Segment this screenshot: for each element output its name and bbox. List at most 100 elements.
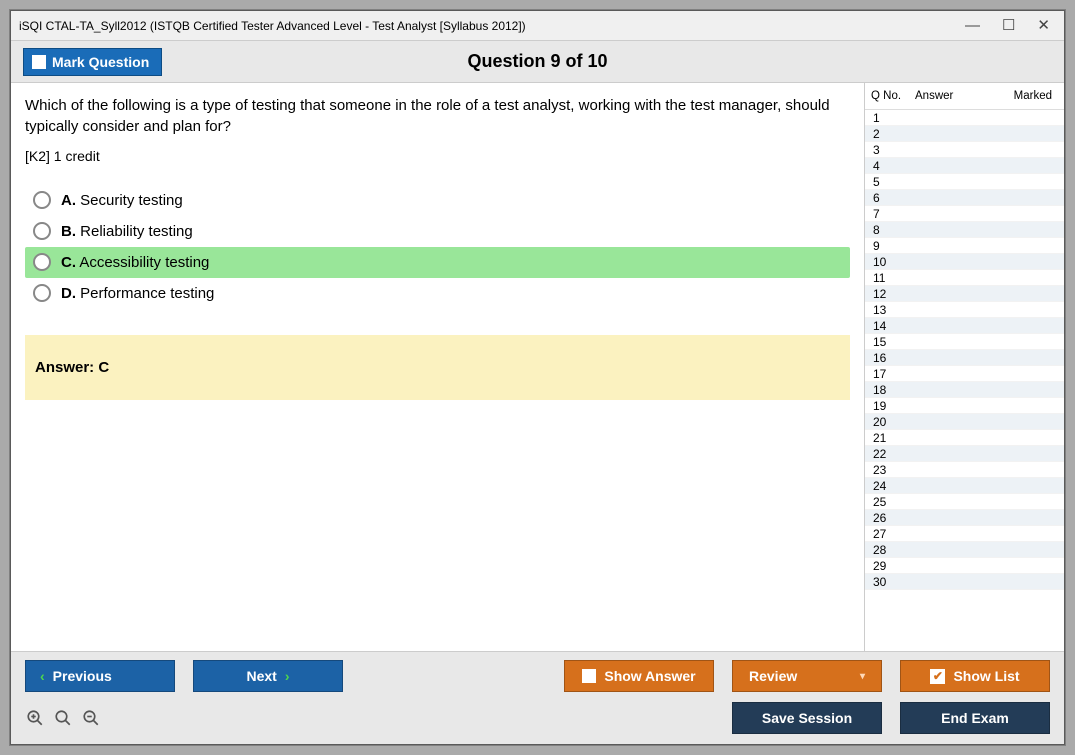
option-label: A. Security testing [61,190,183,211]
nav-row[interactable]: 10 [865,254,1064,270]
nav-row[interactable]: 3 [865,142,1064,158]
end-exam-label: End Exam [941,710,1009,726]
nav-qno: 20 [873,415,917,429]
nav-row[interactable]: 9 [865,238,1064,254]
nav-list[interactable]: 1234567891011121314151617181920212223242… [865,109,1064,651]
question-nav-pane: Q No. Answer Marked 12345678910111213141… [864,83,1064,651]
nav-row[interactable]: 18 [865,382,1064,398]
nav-header-answer: Answer [915,90,988,102]
nav-row[interactable]: 23 [865,462,1064,478]
nav-row[interactable]: 28 [865,542,1064,558]
nav-qno: 7 [873,207,917,221]
minimize-icon[interactable]: — [965,18,980,33]
dropdown-icon: ▾ [860,671,865,682]
nav-qno: 29 [873,559,917,573]
nav-qno: 3 [873,143,917,157]
chevron-left-icon: ‹ [40,668,45,684]
nav-qno: 8 [873,223,917,237]
nav-row[interactable]: 21 [865,430,1064,446]
nav-qno: 10 [873,255,917,269]
checkbox-icon [582,669,596,683]
nav-qno: 26 [873,511,917,525]
question-number-title: Question 9 of 10 [467,51,607,72]
close-icon[interactable]: ✕ [1037,18,1050,33]
option-row[interactable]: A. Security testing [25,185,850,216]
nav-row[interactable]: 1 [865,110,1064,126]
nav-header-marked: Marked [988,90,1058,102]
nav-row[interactable]: 13 [865,302,1064,318]
option-row[interactable]: B. Reliability testing [25,216,850,247]
nav-row[interactable]: 30 [865,574,1064,590]
option-row[interactable]: D. Performance testing [25,278,850,309]
nav-qno: 16 [873,351,917,365]
nav-row[interactable]: 11 [865,270,1064,286]
nav-qno: 15 [873,335,917,349]
nav-qno: 18 [873,383,917,397]
nav-qno: 25 [873,495,917,509]
nav-row[interactable]: 17 [865,366,1064,382]
nav-row[interactable]: 15 [865,334,1064,350]
nav-row[interactable]: 7 [865,206,1064,222]
nav-qno: 4 [873,159,917,173]
radio-icon [33,222,51,240]
nav-qno: 2 [873,127,917,141]
next-button[interactable]: Next › [193,660,343,692]
nav-row[interactable]: 4 [865,158,1064,174]
nav-row[interactable]: 2 [865,126,1064,142]
window-controls: — ☐ ✕ [965,18,1056,33]
maximize-icon[interactable]: ☐ [1002,18,1015,33]
nav-row[interactable]: 26 [865,510,1064,526]
footer: ‹ Previous Next › Show Answer Review ▾ ✔… [11,651,1064,744]
radio-icon [33,191,51,209]
body-area: Which of the following is a type of test… [11,83,1064,651]
zoom-reset-icon[interactable] [53,709,73,727]
question-text: Which of the following is a type of test… [25,95,850,137]
nav-qno: 6 [873,191,917,205]
nav-row[interactable]: 6 [865,190,1064,206]
nav-row[interactable]: 25 [865,494,1064,510]
zoom-out-icon[interactable] [81,709,101,727]
nav-row[interactable]: 16 [865,350,1064,366]
nav-qno: 12 [873,287,917,301]
nav-qno: 1 [873,111,917,125]
nav-qno: 27 [873,527,917,541]
nav-row[interactable]: 14 [865,318,1064,334]
nav-qno: 23 [873,463,917,477]
mark-question-label: Mark Question [52,54,149,70]
nav-row[interactable]: 5 [865,174,1064,190]
show-list-button[interactable]: ✔ Show List [900,660,1050,692]
next-label: Next [246,668,276,684]
review-label: Review [749,668,797,684]
nav-row[interactable]: 8 [865,222,1064,238]
zoom-in-icon[interactable] [25,709,45,727]
option-label: D. Performance testing [61,283,214,304]
end-exam-button[interactable]: End Exam [900,702,1050,734]
title-bar: iSQI CTAL-TA_Syll2012 (ISTQB Certified T… [11,11,1064,41]
show-answer-label: Show Answer [604,668,695,684]
question-credit: [K2] 1 credit [25,147,850,167]
nav-row[interactable]: 19 [865,398,1064,414]
app-window: iSQI CTAL-TA_Syll2012 (ISTQB Certified T… [10,10,1065,745]
nav-header-row: Q No. Answer Marked [865,83,1064,109]
nav-qno: 22 [873,447,917,461]
nav-row[interactable]: 20 [865,414,1064,430]
nav-row[interactable]: 24 [865,478,1064,494]
previous-button[interactable]: ‹ Previous [25,660,175,692]
chevron-right-icon: › [285,668,290,684]
nav-row[interactable]: 29 [865,558,1064,574]
review-dropdown[interactable]: Review ▾ [732,660,882,692]
nav-row[interactable]: 12 [865,286,1064,302]
show-answer-button[interactable]: Show Answer [564,660,714,692]
save-session-button[interactable]: Save Session [732,702,882,734]
nav-row[interactable]: 22 [865,446,1064,462]
nav-qno: 14 [873,319,917,333]
checkbox-icon [32,55,46,69]
nav-qno: 28 [873,543,917,557]
nav-qno: 13 [873,303,917,317]
nav-row[interactable]: 27 [865,526,1064,542]
mark-question-button[interactable]: Mark Question [23,48,162,76]
save-session-label: Save Session [762,710,852,726]
question-header: Mark Question Question 9 of 10 [11,41,1064,83]
nav-qno: 5 [873,175,917,189]
option-row[interactable]: C. Accessibility testing [25,247,850,278]
